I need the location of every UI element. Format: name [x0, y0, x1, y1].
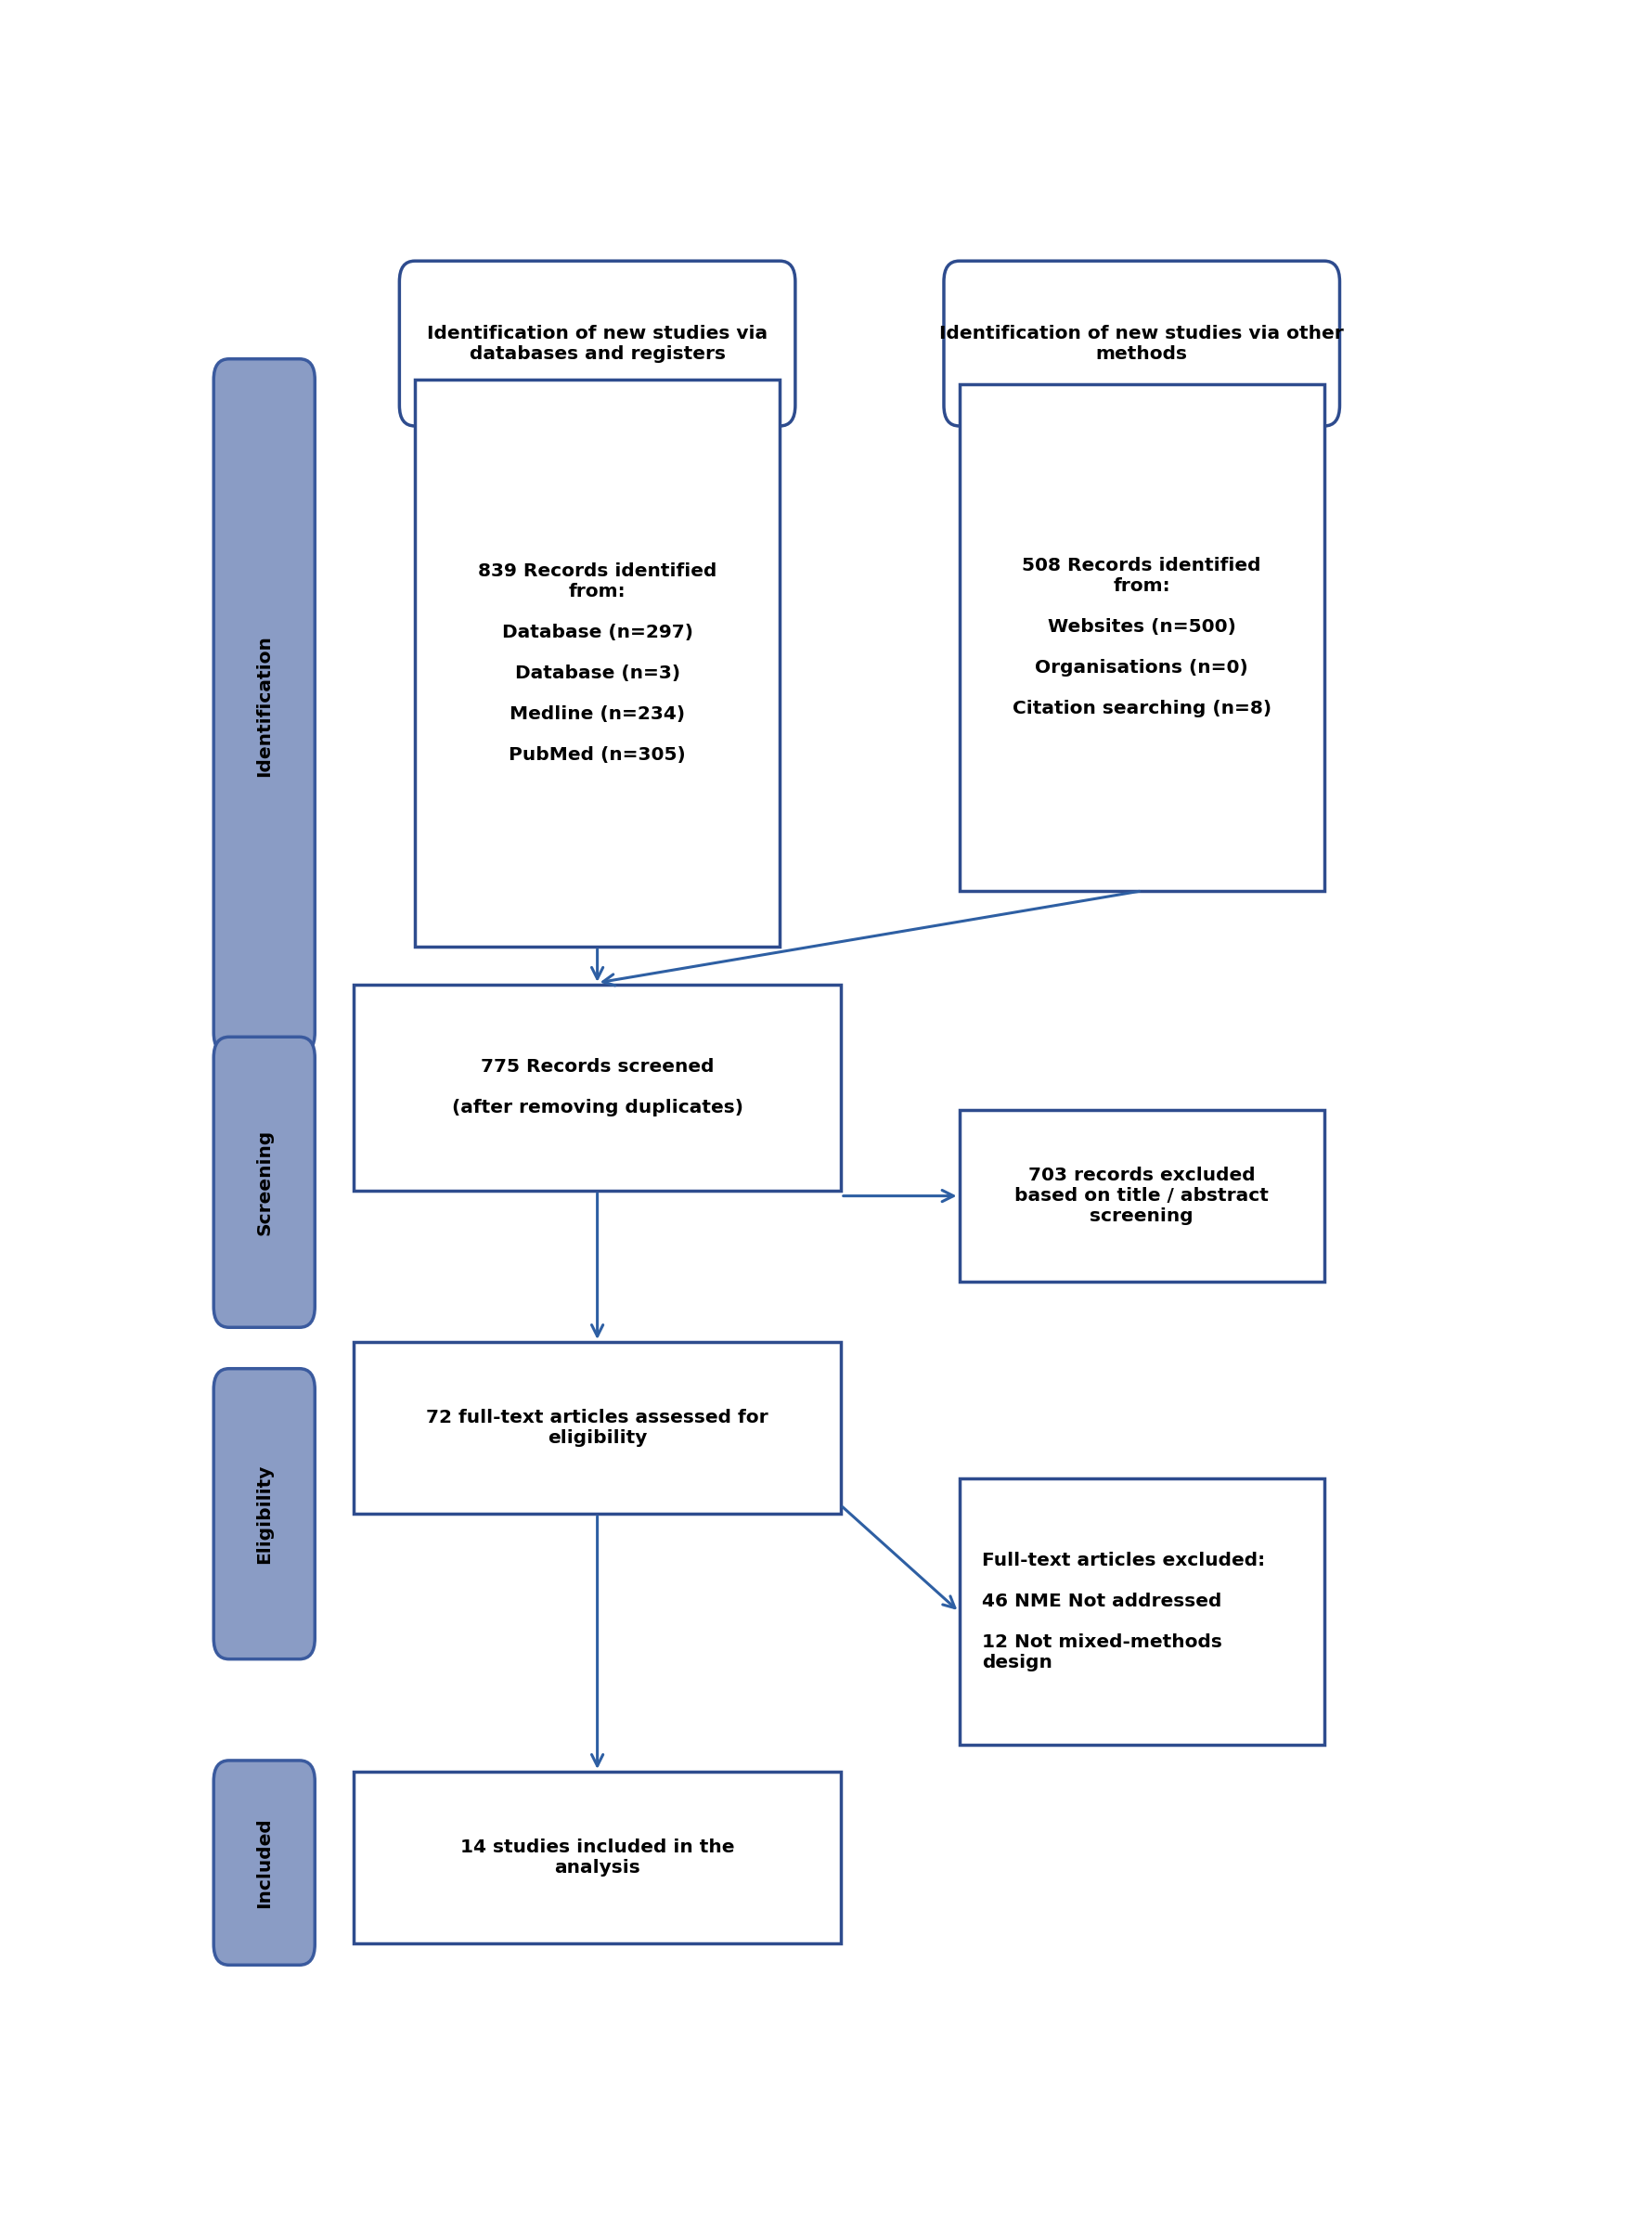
- Text: Full-text articles excluded:

46 NME Not addressed

12 Not mixed-methods
design: Full-text articles excluded: 46 NME Not …: [981, 1551, 1265, 1672]
- Text: 508 Records identified
from:

Websites (n=500)

Organisations (n=0)

Citation se: 508 Records identified from: Websites (n…: [1011, 558, 1270, 719]
- FancyBboxPatch shape: [213, 1368, 314, 1658]
- Text: 72 full-text articles assessed for
eligibility: 72 full-text articles assessed for eligi…: [426, 1408, 768, 1446]
- FancyBboxPatch shape: [213, 359, 314, 1054]
- FancyBboxPatch shape: [354, 1772, 841, 1944]
- FancyBboxPatch shape: [958, 1478, 1323, 1745]
- FancyBboxPatch shape: [354, 1341, 841, 1513]
- FancyBboxPatch shape: [213, 1038, 314, 1328]
- FancyBboxPatch shape: [943, 261, 1338, 426]
- Text: 703 records excluded
based on title / abstract
screening: 703 records excluded based on title / ab…: [1014, 1167, 1269, 1225]
- Text: 775 Records screened

(after removing duplicates): 775 Records screened (after removing dup…: [451, 1058, 743, 1116]
- FancyBboxPatch shape: [354, 984, 841, 1190]
- FancyBboxPatch shape: [958, 1109, 1323, 1281]
- FancyBboxPatch shape: [400, 261, 795, 426]
- Text: Included: Included: [256, 1817, 273, 1908]
- Text: Eligibility: Eligibility: [256, 1464, 273, 1565]
- Text: Identification of new studies via other
methods: Identification of new studies via other …: [938, 324, 1343, 362]
- Text: 14 studies included in the
analysis: 14 studies included in the analysis: [459, 1839, 733, 1877]
- Text: Identification: Identification: [256, 636, 273, 777]
- Text: 839 Records identified
from:

Database (n=297)

Database (n=3)

Medline (n=234)
: 839 Records identified from: Database (n…: [477, 562, 717, 763]
- Text: Identification of new studies via
databases and registers: Identification of new studies via databa…: [426, 324, 767, 362]
- FancyBboxPatch shape: [958, 384, 1323, 891]
- FancyBboxPatch shape: [415, 379, 780, 946]
- Text: Screening: Screening: [256, 1129, 273, 1234]
- FancyBboxPatch shape: [213, 1761, 314, 1964]
